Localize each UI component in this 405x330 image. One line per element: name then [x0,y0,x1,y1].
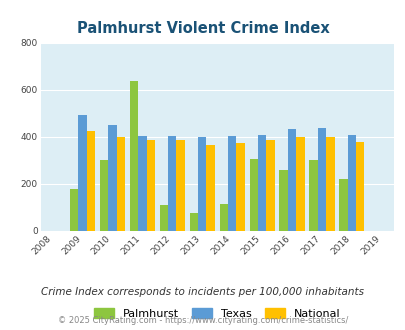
Bar [189,214,198,231]
Bar [70,189,78,231]
Bar [100,160,108,231]
Text: Crime Index corresponds to incidents per 100,000 inhabitants: Crime Index corresponds to incidents per… [41,287,364,297]
Bar [159,205,168,231]
Bar [108,125,116,231]
Bar [206,145,214,231]
Bar [339,179,347,231]
Bar [176,140,184,231]
Bar [130,81,138,231]
Bar [249,159,257,231]
Bar [198,137,206,231]
Bar [266,141,274,231]
Bar [257,135,266,231]
Bar [355,142,364,231]
Bar [279,170,287,231]
Bar [325,137,334,231]
Bar [236,143,244,231]
Bar [219,204,228,231]
Bar [146,140,155,231]
Bar [228,136,236,231]
Text: © 2025 CityRating.com - https://www.cityrating.com/crime-statistics/: © 2025 CityRating.com - https://www.city… [58,315,347,325]
Legend: Palmhurst, Texas, National: Palmhurst, Texas, National [94,308,340,319]
Bar [317,128,325,231]
Bar [309,160,317,231]
Bar [347,135,355,231]
Bar [287,129,296,231]
Bar [296,137,304,231]
Bar [116,137,125,231]
Text: Palmhurst Violent Crime Index: Palmhurst Violent Crime Index [77,21,328,36]
Bar [168,136,176,231]
Bar [138,136,146,231]
Bar [78,115,87,231]
Bar [87,131,95,231]
